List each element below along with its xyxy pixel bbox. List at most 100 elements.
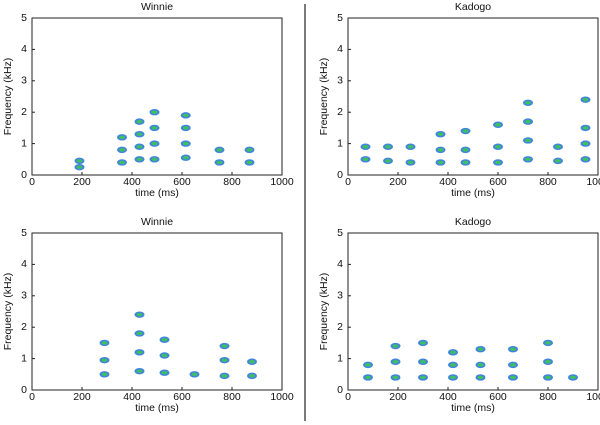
- spectral-blob: [523, 137, 533, 144]
- x-tick-label: 400: [439, 176, 457, 188]
- blob-inner: [365, 363, 371, 367]
- y-tick-label: 4: [21, 43, 27, 55]
- spectral-blob: [508, 374, 518, 381]
- blob-inner: [221, 344, 228, 348]
- spectral-blob: [149, 156, 160, 163]
- spectral-blob: [134, 156, 145, 163]
- y-tick-label: 5: [21, 227, 27, 239]
- spectral-blob: [390, 342, 401, 350]
- spectral-blob: [99, 356, 110, 364]
- spectral-blob: [247, 372, 257, 380]
- spectral-blob: [523, 156, 533, 163]
- blob-inner: [545, 375, 551, 380]
- x-tick-label: 200: [73, 391, 91, 403]
- blob-inner: [450, 375, 456, 380]
- spectral-blob: [553, 157, 563, 165]
- spectral-blob: [219, 356, 230, 364]
- spectral-blob: [117, 134, 127, 141]
- y-tick-label: 1: [21, 352, 27, 364]
- blob-inner: [76, 159, 83, 163]
- spectral-blob: [189, 371, 200, 378]
- spectral-blob: [475, 345, 486, 353]
- x-tick-label: 600: [489, 391, 507, 403]
- blob-inner: [136, 350, 143, 355]
- blob-inner: [119, 135, 125, 140]
- spectral-blob: [418, 339, 428, 347]
- x-tick-label: 1000: [586, 391, 600, 403]
- blob-inner: [136, 312, 143, 317]
- x-tick-label: 200: [73, 176, 91, 188]
- x-axis-label: time (ms): [135, 187, 179, 199]
- spectral-blob: [475, 374, 486, 381]
- spectral-blob: [159, 336, 170, 343]
- spectral-blob: [149, 124, 160, 132]
- blob-inner: [450, 350, 456, 355]
- spectral-blob: [383, 157, 393, 165]
- x-tick-label: 800: [539, 391, 557, 403]
- blob-inner: [525, 119, 531, 124]
- x-axis-label: time (ms): [451, 187, 495, 199]
- x-tick-label: 0: [345, 391, 351, 403]
- blob-inner: [136, 132, 143, 136]
- x-tick-label: 0: [29, 176, 35, 188]
- x-tick-label: 400: [123, 391, 141, 403]
- x-axis-label: time (ms): [135, 402, 179, 414]
- y-tick-label: 3: [21, 290, 27, 302]
- spectral-blob: [523, 99, 533, 106]
- y-tick-label: 1: [21, 137, 27, 149]
- spectral-blob: [134, 330, 145, 337]
- spectral-blob: [405, 143, 416, 150]
- x-tick-label: 1000: [270, 391, 294, 403]
- blob-inner: [101, 358, 108, 362]
- x-tick-label: 200: [389, 391, 407, 403]
- x-tick-label: 800: [223, 176, 241, 188]
- spectral-blob: [180, 140, 191, 147]
- spectral-blob: [493, 159, 503, 166]
- x-tick-label: 600: [173, 176, 191, 188]
- spectral-blob: [383, 143, 393, 150]
- spectral-blob: [134, 349, 145, 356]
- y-tick-label: 1: [337, 137, 343, 149]
- spectral-blob: [363, 361, 373, 369]
- x-tick-label: 0: [29, 391, 35, 403]
- x-tick-label: 800: [223, 391, 241, 403]
- y-tick-label: 0: [21, 169, 27, 181]
- spectral-blob: [117, 146, 127, 154]
- y-tick-label: 2: [21, 321, 27, 333]
- spectral-blob: [390, 374, 401, 381]
- y-tick-label: 3: [21, 75, 27, 87]
- spectral-blob: [553, 143, 563, 150]
- blob-inner: [385, 159, 391, 163]
- blob-inner: [246, 148, 253, 152]
- plot-frame: [31, 232, 283, 391]
- y-tick-label: 4: [337, 258, 343, 270]
- blob-inner: [182, 113, 189, 118]
- blob-inner: [582, 97, 589, 102]
- blob-inner: [136, 157, 143, 161]
- spectral-blob: [134, 367, 145, 375]
- blob-inner: [101, 341, 108, 345]
- blob-inner: [136, 119, 143, 124]
- spectral-blob: [214, 159, 225, 166]
- spectral-blob: [247, 358, 257, 365]
- x-tick-label: 1000: [270, 176, 294, 188]
- blob-inner: [437, 148, 444, 152]
- spectral-blob: [543, 339, 553, 347]
- spectral-blob: [460, 146, 471, 154]
- spectral-blob: [180, 112, 191, 119]
- blob-inner: [365, 375, 371, 380]
- spectral-blob: [390, 358, 401, 365]
- blob-inner: [525, 138, 531, 143]
- y-tick-label: 2: [337, 321, 343, 333]
- y-tick-label: 4: [21, 258, 27, 270]
- spectral-blob: [117, 159, 127, 166]
- spectral-blob: [580, 96, 591, 103]
- blob-inner: [136, 145, 143, 149]
- panel-title: Winnie: [141, 216, 173, 228]
- blob-inner: [510, 375, 516, 380]
- blob-inner: [510, 363, 516, 367]
- blob-inner: [221, 374, 228, 378]
- blob-inner: [161, 371, 168, 375]
- blob-inner: [462, 160, 469, 165]
- blob-inner: [495, 123, 501, 127]
